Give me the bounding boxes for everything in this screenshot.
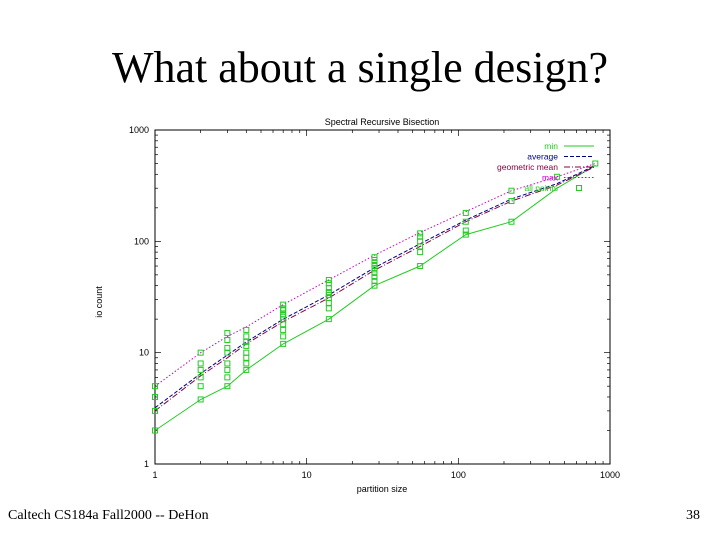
- data-point-marker: [417, 249, 424, 256]
- data-point-marker: [371, 273, 378, 280]
- data-point-marker: [508, 218, 515, 225]
- data-point-marker: [280, 311, 287, 318]
- data-point-marker: [224, 383, 231, 390]
- data-point-marker: [371, 254, 378, 261]
- chart-title: Spectral Recursive Bisection: [325, 117, 440, 127]
- data-point-marker: [197, 360, 204, 367]
- data-point-marker: [152, 383, 158, 390]
- data-point-marker: [224, 336, 231, 343]
- x-axis-label: partition size: [357, 484, 408, 494]
- axes-layer: 1 10 100 1000 1 10 100 1000: [129, 125, 620, 480]
- legend-label-average: average: [527, 152, 558, 162]
- data-point-marker: [417, 233, 424, 240]
- x-tick-label: 100: [451, 470, 466, 480]
- data-point-marker: [325, 299, 332, 306]
- y-tick-label: 10: [139, 348, 149, 358]
- data-point-marker: [152, 393, 158, 400]
- data-point-marker: [417, 230, 424, 237]
- y-axis-label: io count: [94, 286, 104, 318]
- data-point-marker: [280, 305, 287, 312]
- data-point-marker: [197, 366, 204, 373]
- series-line-max: [154, 163, 596, 387]
- legend-label-min: min: [544, 141, 558, 151]
- data-point-marker: [243, 366, 250, 373]
- x-tick-label: 1: [152, 470, 157, 480]
- data-point-marker: [224, 330, 231, 337]
- data-point-marker: [224, 360, 231, 367]
- data-point-marker: [508, 198, 515, 205]
- data-point-marker: [325, 280, 332, 287]
- data-point-marker: [197, 383, 204, 390]
- legend-marker-all-points: [576, 185, 582, 191]
- page-number: 38: [686, 508, 700, 523]
- data-point-marker: [325, 289, 332, 296]
- data-point-marker: [462, 231, 469, 238]
- data-point-marker: [371, 269, 378, 276]
- chart-area: Spectral Recursive Bisection partition s…: [90, 112, 630, 498]
- data-point-marker: [243, 333, 250, 340]
- legend-label-all-points: all points: [524, 183, 558, 193]
- chart-svg: Spectral Recursive Bisection partition s…: [94, 117, 620, 494]
- data-point-marker: [224, 345, 231, 352]
- data-point-marker: [280, 333, 287, 340]
- data-point-marker: [325, 316, 332, 323]
- data-point-marker: [243, 360, 250, 367]
- x-tick-label: 10: [302, 470, 312, 480]
- data-point-marker: [462, 227, 469, 234]
- plot-frame: [154, 129, 611, 465]
- series-line-geometric-mean: [154, 166, 596, 412]
- series-line-min: [154, 165, 596, 431]
- data-point-marker: [417, 263, 424, 270]
- x-tick-label: 1000: [600, 470, 620, 480]
- data-point-marker: [325, 305, 332, 312]
- data-point-marker: [280, 326, 287, 333]
- data-point-marker: [243, 326, 250, 333]
- data-point-marker: [371, 278, 378, 285]
- series-line-average: [154, 165, 596, 409]
- data-point-marker: [280, 340, 287, 347]
- series-layer: [152, 160, 599, 434]
- data-point-marker: [152, 427, 158, 434]
- data-point-marker: [197, 349, 204, 356]
- data-point-marker: [554, 173, 561, 180]
- legend-label-geometric-mean: geometric mean: [497, 162, 558, 172]
- data-point-marker: [371, 263, 378, 270]
- data-point-marker: [462, 218, 469, 225]
- data-point-marker: [243, 354, 250, 361]
- slide-title: What about a single design?: [111, 43, 609, 92]
- data-point-marker: [224, 366, 231, 373]
- footer-course-label: Caltech CS184a Fall2000 -- DeHon: [8, 508, 209, 523]
- legend-label-max: max: [542, 173, 559, 183]
- data-point-marker: [508, 187, 515, 194]
- data-point-marker: [371, 266, 378, 273]
- data-point-marker: [224, 374, 231, 381]
- data-point-marker: [243, 349, 250, 356]
- data-point-marker: [462, 209, 469, 216]
- data-point-marker: [325, 276, 332, 283]
- y-tick-label: 1: [144, 459, 149, 469]
- y-tick-label: 1000: [129, 125, 149, 135]
- y-tick-label: 100: [134, 236, 149, 246]
- data-point-marker: [280, 301, 287, 308]
- data-point-marker: [152, 407, 158, 414]
- data-point-marker: [325, 294, 332, 301]
- data-point-marker: [197, 396, 204, 403]
- data-point-marker: [197, 374, 204, 381]
- data-point-marker: [243, 342, 250, 349]
- data-point-marker: [592, 160, 599, 167]
